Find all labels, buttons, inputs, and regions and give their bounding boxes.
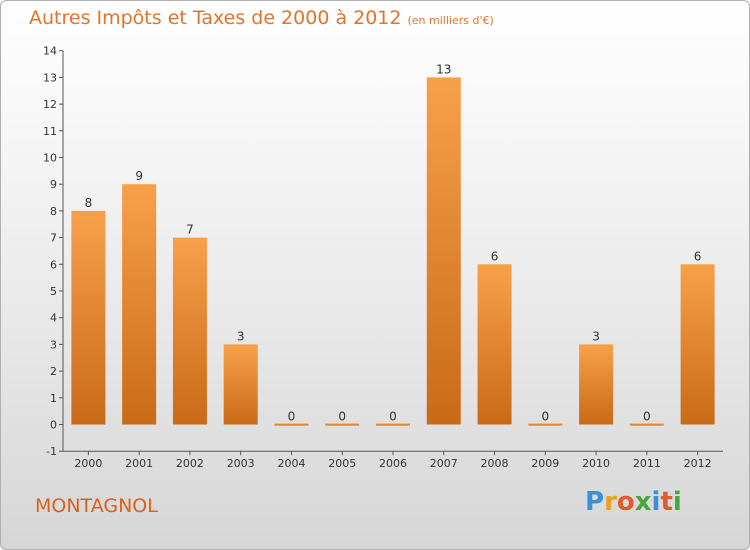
data-label: 6 <box>491 249 499 263</box>
data-label: 13 <box>436 62 451 76</box>
y-tick-label: 1 <box>50 392 57 405</box>
x-tick-label: 2006 <box>379 457 407 470</box>
bar <box>528 423 563 426</box>
x-tick-label: 2010 <box>582 457 610 470</box>
y-tick-label: 14 <box>43 45 57 58</box>
y-tick-label: 9 <box>50 178 57 191</box>
bar <box>426 77 461 425</box>
x-tick-label: 2007 <box>430 457 458 470</box>
bar <box>325 423 360 426</box>
x-tick-label: 2000 <box>74 457 102 470</box>
bar <box>629 423 664 426</box>
data-label: 0 <box>338 410 346 424</box>
bar <box>579 344 614 425</box>
y-tick-label: 2 <box>50 365 57 378</box>
bar <box>122 184 157 425</box>
proxiti-logo: Proxiti <box>585 487 682 517</box>
bar <box>223 344 258 425</box>
x-tick-label: 2008 <box>481 457 509 470</box>
x-tick-label: 2011 <box>633 457 661 470</box>
data-label: 0 <box>389 410 397 424</box>
y-tick-label: 13 <box>43 71 57 84</box>
x-tick-label: 2005 <box>328 457 356 470</box>
y-tick-label: 4 <box>50 312 57 325</box>
x-tick-label: 2002 <box>176 457 204 470</box>
y-tick-label: 11 <box>43 125 57 138</box>
y-tick-label: 0 <box>50 419 57 432</box>
data-label: 0 <box>288 410 296 424</box>
y-tick-label: -1 <box>46 445 57 458</box>
y-tick-label: 6 <box>50 258 57 271</box>
x-tick-label: 2009 <box>531 457 559 470</box>
x-tick-label: 2003 <box>227 457 255 470</box>
place-name: MONTAGNOL <box>35 495 158 517</box>
y-tick-label: 8 <box>50 205 57 218</box>
chart-unit: (en milliers d'€) <box>407 14 494 27</box>
y-tick-label: 12 <box>43 98 57 111</box>
bar <box>71 210 106 425</box>
y-tick-label: 7 <box>50 232 57 245</box>
bar <box>172 237 207 425</box>
x-tick-label: 2012 <box>684 457 712 470</box>
bar <box>376 423 410 426</box>
y-tick-label: 3 <box>50 338 57 351</box>
data-label: 3 <box>237 329 245 343</box>
x-tick-label: 2001 <box>125 457 153 470</box>
data-label: 3 <box>592 329 600 343</box>
bar <box>274 423 309 426</box>
data-label: 7 <box>186 223 194 237</box>
bar <box>477 264 512 425</box>
chart-title: Autres Impôts et Taxes de 2000 à 2012 (en… <box>29 7 494 29</box>
y-tick-label: 10 <box>43 152 57 165</box>
bar <box>680 264 715 425</box>
data-label: 8 <box>85 196 93 210</box>
data-label: 0 <box>541 410 549 424</box>
data-label: 0 <box>643 410 651 424</box>
y-tick-label: 5 <box>50 285 57 298</box>
data-label: 9 <box>135 169 143 183</box>
x-tick-label: 2004 <box>277 457 305 470</box>
data-label: 6 <box>694 249 702 263</box>
chart-title-text: Autres Impôts et Taxes de 2000 à 2012 <box>29 7 402 29</box>
